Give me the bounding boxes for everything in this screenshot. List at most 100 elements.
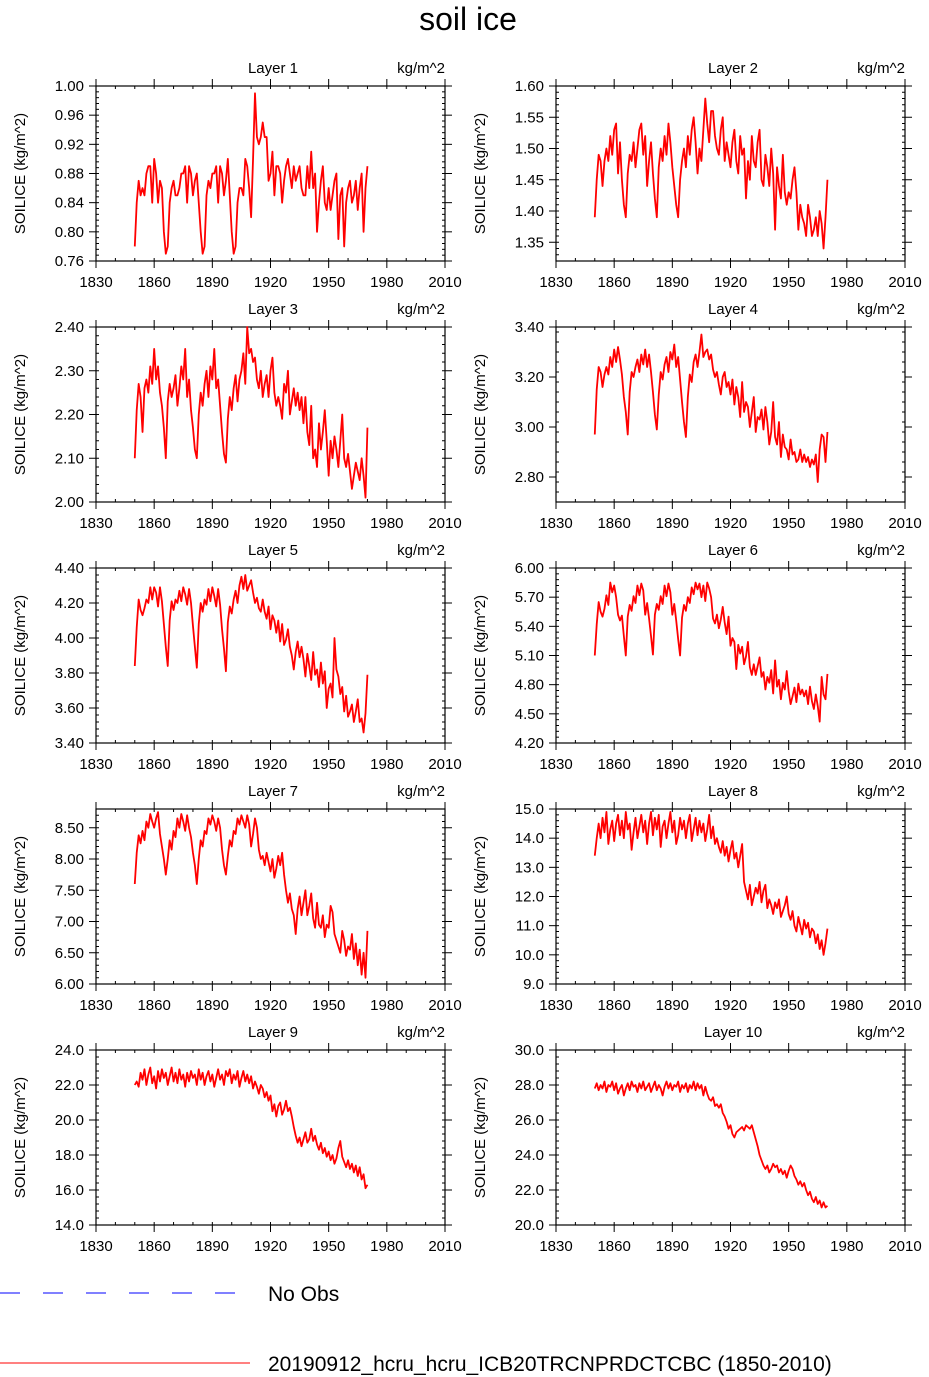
y-axis-label: SOILICE (kg/m^2)	[12, 836, 29, 957]
x-tick-label: 1980	[370, 274, 403, 291]
panel-layer-6: 1830 1860 1890 1920 1950 1980 2010 4.20 4.50 4.80…	[472, 542, 922, 773]
y-axis-label: SOILICE (kg/m^2)	[12, 354, 29, 475]
y-tick-label: 10.0	[515, 947, 544, 964]
y-tick-label: 6.00	[55, 976, 84, 993]
plot-frame	[95, 567, 446, 744]
panel-title: Layer 3	[248, 301, 298, 318]
x-tick-label: 2010	[428, 274, 461, 291]
x-tick-label: 1860	[597, 515, 630, 532]
y-axis-label: SOILICE (kg/m^2)	[12, 113, 29, 234]
y-tick-label: 30.0	[515, 1042, 544, 1059]
y-tick-label: 1.00	[55, 78, 84, 95]
y-tick-label: 3.60	[55, 700, 84, 717]
x-tick-label: 1830	[539, 274, 572, 291]
panel-units: kg/m^2	[857, 783, 905, 800]
panel-layer-5: 1830 1860 1890 1920 1950 1980 2010 3.40 3.60 3.80…	[12, 542, 462, 773]
series-line-layer-5	[133, 574, 369, 734]
y-axis-label: SOILICE (kg/m^2)	[472, 354, 489, 475]
chart-panels: 1830 1860 1890 1920 1950 1980 2010 0.76 0.80 0.84…	[12, 60, 922, 1255]
series-line-layer-10	[593, 1080, 829, 1209]
x-tick-label: 2010	[888, 997, 921, 1014]
x-tick-label: 1890	[196, 274, 229, 291]
x-tick-label: 1920	[714, 997, 747, 1014]
x-tick-label: 2010	[888, 1238, 921, 1255]
plot-frame	[95, 1049, 446, 1226]
y-tick-label: 8.00	[55, 851, 84, 868]
x-tick-label: 1950	[772, 1238, 805, 1255]
panel-units: kg/m^2	[857, 60, 905, 77]
legend-label-model: 20190912_hcru_hcru_ICB20TRCNPRDCTCBC (18…	[268, 1353, 832, 1376]
y-tick-label: 3.40	[515, 319, 544, 336]
x-tick-label: 1920	[254, 997, 287, 1014]
plot-frame	[95, 85, 446, 262]
y-tick-label: 0.96	[55, 107, 84, 124]
x-tick-label: 1830	[79, 515, 112, 532]
x-tick-label: 2010	[888, 515, 921, 532]
x-tick-label: 1860	[137, 274, 170, 291]
x-tick-label: 2010	[888, 274, 921, 291]
x-tick-label: 1920	[714, 274, 747, 291]
x-tick-label: 1890	[656, 1238, 689, 1255]
panel-units: kg/m^2	[397, 783, 445, 800]
panel-units: kg/m^2	[397, 301, 445, 318]
x-tick-label: 1980	[830, 1238, 863, 1255]
x-tick-label: 1950	[312, 1238, 345, 1255]
y-tick-label: 20.0	[515, 1217, 544, 1234]
panel-units: kg/m^2	[857, 1024, 905, 1041]
y-tick-label: 3.80	[55, 665, 84, 682]
plot-frame	[95, 808, 446, 985]
y-tick-label: 14.0	[515, 830, 544, 847]
y-axis-label: SOILICE (kg/m^2)	[12, 1077, 29, 1198]
panel-units: kg/m^2	[397, 1024, 445, 1041]
y-tick-label: 13.0	[515, 859, 544, 876]
x-tick-label: 2010	[888, 756, 921, 773]
panel-title: Layer 4	[708, 301, 758, 318]
panel-layer-2: 1830 1860 1890 1920 1950 1980 2010 1.35 1.40 1.45…	[472, 60, 922, 291]
panel-title: Layer 6	[708, 542, 758, 559]
y-tick-label: 6.00	[515, 560, 544, 577]
x-tick-label: 1860	[597, 1238, 630, 1255]
x-tick-label: 1920	[714, 515, 747, 532]
x-tick-label: 1830	[79, 1238, 112, 1255]
series-line-layer-3	[133, 326, 369, 499]
y-tick-label: 16.0	[55, 1182, 84, 1199]
panel-title: Layer 1	[248, 60, 298, 77]
x-tick-label: 1860	[137, 997, 170, 1014]
x-tick-label: 1920	[714, 756, 747, 773]
panel-layer-3: 1830 1860 1890 1920 1950 1980 2010 2.00 2.10 2.20…	[12, 301, 462, 532]
y-tick-label: 3.20	[515, 369, 544, 386]
y-tick-label: 6.50	[55, 945, 84, 962]
y-tick-label: 5.40	[515, 618, 544, 635]
y-axis-label: SOILICE (kg/m^2)	[472, 1077, 489, 1198]
series-line-layer-9	[133, 1066, 369, 1190]
y-tick-label: 2.00	[55, 494, 84, 511]
y-tick-label: 1.40	[515, 203, 544, 220]
y-tick-label: 2.30	[55, 363, 84, 380]
y-tick-label: 0.92	[55, 136, 84, 153]
y-axis-label: SOILICE (kg/m^2)	[472, 836, 489, 957]
x-tick-label: 1860	[137, 515, 170, 532]
x-tick-label: 1890	[196, 756, 229, 773]
y-tick-label: 4.00	[55, 630, 84, 647]
y-tick-label: 0.88	[55, 166, 84, 183]
x-tick-label: 1980	[370, 756, 403, 773]
legend: No Obs 20190912_hcru_hcru_ICB20TRCNPRDCT…	[0, 1283, 832, 1376]
y-tick-label: 4.20	[55, 595, 84, 612]
y-tick-label: 18.0	[55, 1147, 84, 1164]
y-axis-label: SOILICE (kg/m^2)	[472, 595, 489, 716]
plot-frame	[95, 326, 446, 503]
y-tick-label: 2.80	[515, 469, 544, 486]
x-tick-label: 1980	[370, 515, 403, 532]
x-tick-label: 1890	[656, 997, 689, 1014]
y-tick-label: 4.20	[515, 735, 544, 752]
y-tick-label: 5.10	[515, 648, 544, 665]
x-tick-label: 2010	[428, 515, 461, 532]
plot-frame	[555, 808, 906, 985]
y-axis-label: SOILICE (kg/m^2)	[12, 595, 29, 716]
panel-title: Layer 7	[248, 783, 298, 800]
x-tick-label: 1950	[772, 997, 805, 1014]
x-tick-label: 1920	[714, 1238, 747, 1255]
panel-layer-4: 1830 1860 1890 1920 1950 1980 2010 2.80 3.00 3.20…	[472, 301, 922, 532]
x-tick-label: 1920	[254, 274, 287, 291]
y-tick-label: 24.0	[515, 1147, 544, 1164]
